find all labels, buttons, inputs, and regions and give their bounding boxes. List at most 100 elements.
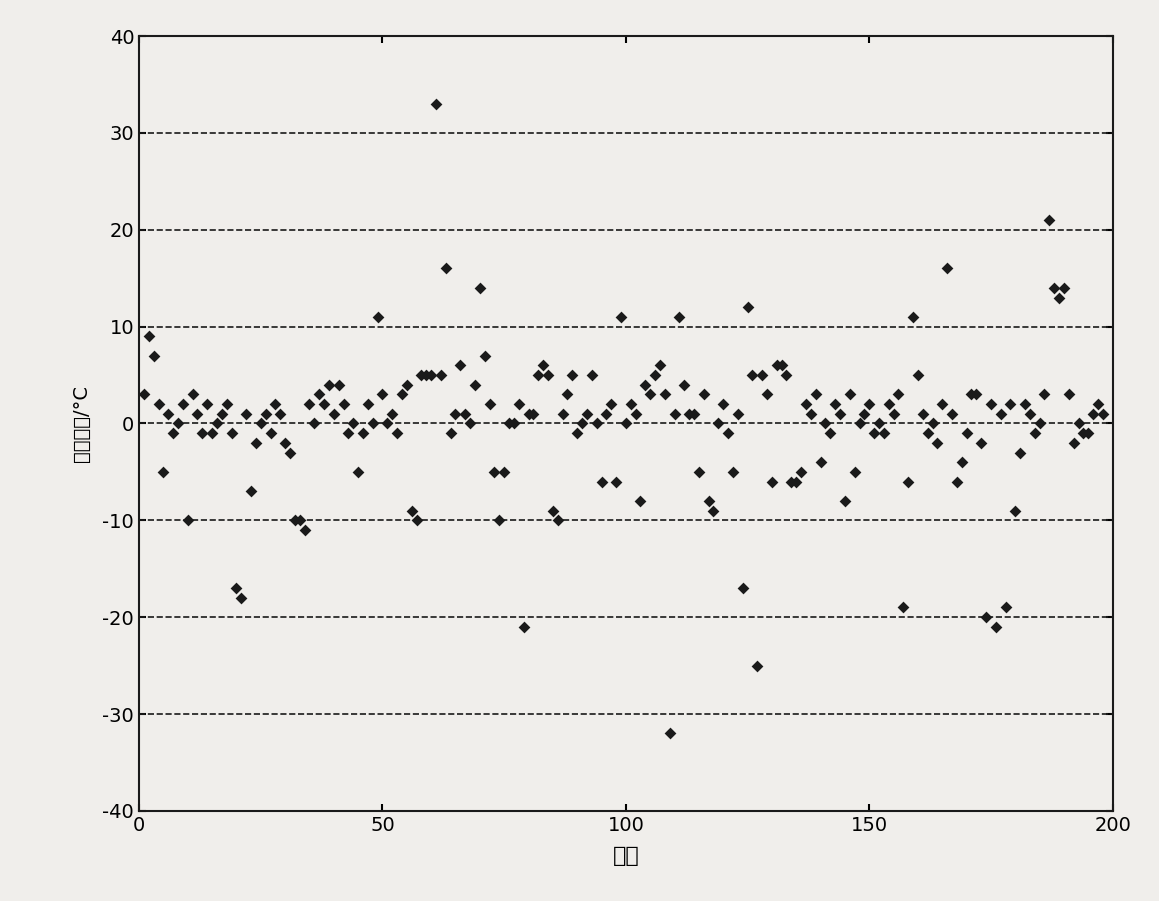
Point [714, 396, 732, 411]
Point [1050, 290, 1069, 305]
Point [256, 406, 275, 421]
Point [378, 416, 396, 431]
Point [203, 426, 221, 441]
Point [471, 281, 489, 296]
Point [373, 387, 392, 402]
Point [344, 416, 363, 431]
Point [437, 261, 455, 276]
Point [320, 378, 338, 392]
Point [539, 368, 557, 382]
Point [486, 465, 504, 479]
Point [568, 426, 586, 441]
Point [188, 406, 206, 421]
Point [694, 387, 713, 402]
Point [422, 368, 440, 382]
Point [899, 474, 918, 488]
Point [957, 426, 976, 441]
Point [953, 455, 971, 469]
Point [349, 465, 367, 479]
Point [340, 426, 358, 441]
Point [407, 514, 425, 528]
Point [1006, 504, 1025, 518]
Point [807, 387, 825, 402]
Point [515, 620, 533, 634]
Point [413, 368, 431, 382]
Point [431, 368, 450, 382]
Y-axis label: 预报误差/°C: 预报误差/°C [72, 385, 92, 462]
Point [884, 406, 903, 421]
Point [364, 416, 382, 431]
Point [821, 426, 839, 441]
Point [967, 387, 985, 402]
Point [626, 406, 644, 421]
Point [510, 396, 529, 411]
Point [826, 396, 845, 411]
Point [621, 396, 640, 411]
Point [227, 581, 246, 596]
Point [315, 396, 334, 411]
Point [417, 368, 436, 382]
Point [918, 426, 936, 441]
Point [602, 396, 620, 411]
Point [913, 406, 932, 421]
Point [597, 406, 615, 421]
Point [573, 416, 591, 431]
Point [480, 396, 498, 411]
Point [767, 359, 786, 373]
Point [636, 378, 655, 392]
Point [904, 310, 923, 324]
Point [782, 474, 801, 488]
Point [831, 406, 850, 421]
Point [524, 406, 542, 421]
Point [466, 378, 484, 392]
Point [650, 359, 669, 373]
Point [218, 396, 236, 411]
Point [665, 406, 684, 421]
Point [577, 406, 596, 421]
Point [938, 261, 956, 276]
Point [169, 416, 188, 431]
Point [1064, 436, 1083, 450]
Point [242, 484, 261, 498]
Point [183, 387, 202, 402]
Point [723, 465, 742, 479]
Point [802, 406, 821, 421]
Point [646, 368, 664, 382]
Point [743, 368, 761, 382]
Point [553, 406, 571, 421]
Point [446, 406, 465, 421]
Point [1059, 387, 1078, 402]
Point [787, 474, 806, 488]
Point [656, 387, 675, 402]
Point [455, 406, 474, 421]
Point [427, 96, 445, 111]
Point [236, 406, 255, 421]
Point [388, 426, 407, 441]
Point [280, 445, 299, 460]
Point [875, 426, 894, 441]
Point [1035, 387, 1054, 402]
Point [174, 396, 192, 411]
Point [851, 416, 869, 431]
Point [583, 368, 602, 382]
Point [991, 406, 1009, 421]
Point [675, 378, 693, 392]
Point [928, 436, 947, 450]
Point [758, 387, 777, 402]
Point [796, 396, 815, 411]
Point [933, 396, 952, 411]
Point [792, 465, 810, 479]
Point [442, 426, 460, 441]
Point [212, 406, 231, 421]
Point [163, 426, 182, 441]
Point [607, 474, 626, 488]
Point [159, 406, 177, 421]
Point [232, 591, 250, 605]
Point [223, 426, 241, 441]
Point [1015, 396, 1034, 411]
Point [948, 474, 967, 488]
Point [500, 416, 518, 431]
Point [271, 406, 290, 421]
Point [709, 416, 728, 431]
Point [305, 416, 323, 431]
